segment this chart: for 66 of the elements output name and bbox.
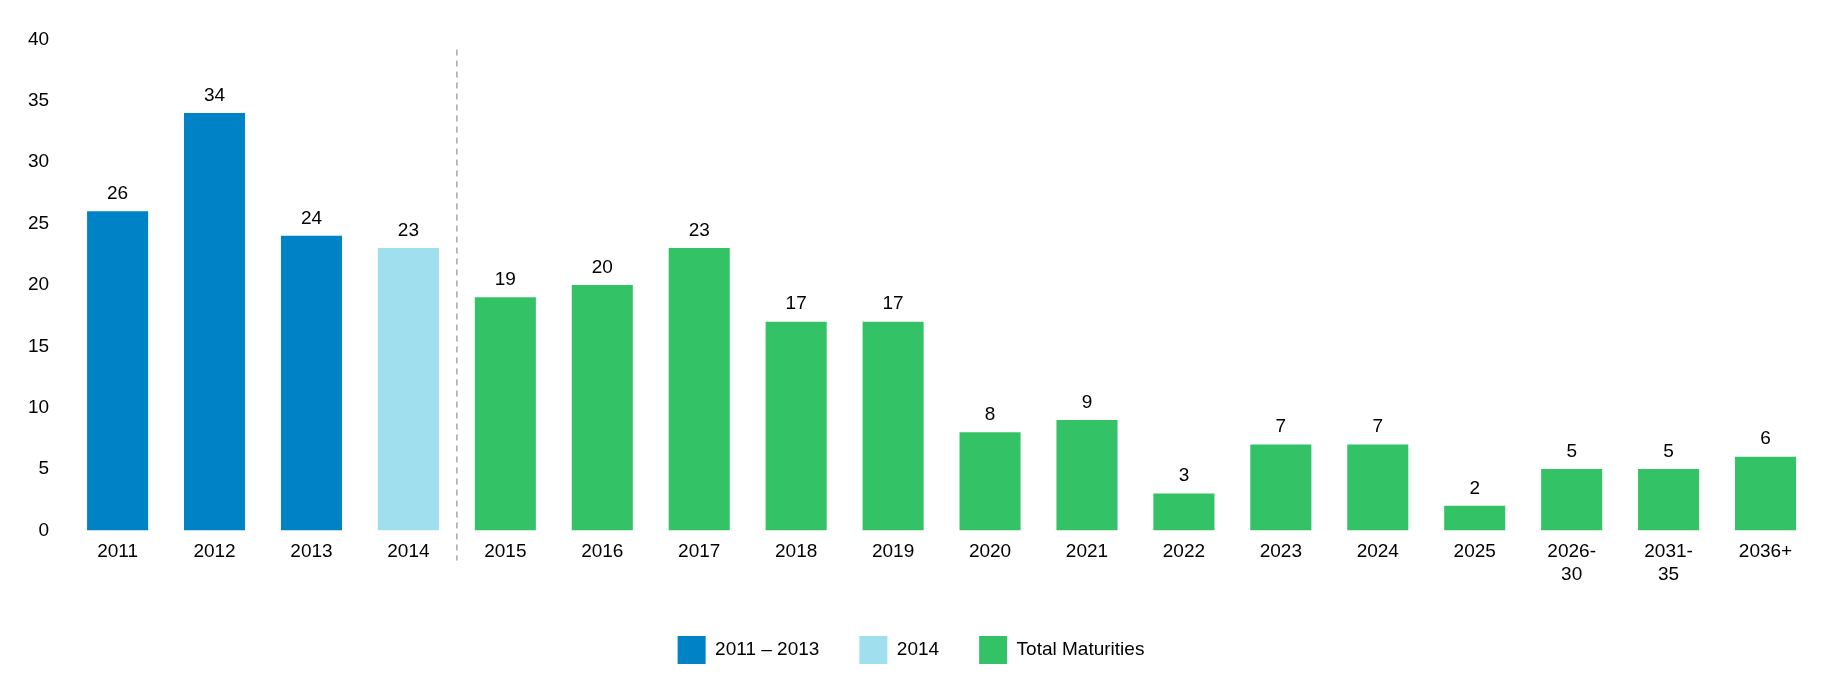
bar bbox=[1638, 469, 1700, 531]
bar bbox=[1250, 444, 1312, 531]
data-label: 3 bbox=[1178, 464, 1190, 486]
data-label: 5 bbox=[1566, 439, 1577, 461]
x-tick-label: 2022 bbox=[1162, 540, 1206, 562]
bar bbox=[280, 235, 343, 531]
data-label: 34 bbox=[203, 83, 226, 105]
x-tick-label: 2014 bbox=[387, 540, 430, 562]
x-tick-label: 2021 bbox=[1065, 540, 1109, 562]
y-tick-label: 20 bbox=[27, 273, 50, 295]
x-tick-label: 2012 bbox=[193, 540, 236, 562]
bar bbox=[1153, 493, 1215, 531]
data-label: 26 bbox=[107, 181, 129, 203]
bar bbox=[377, 248, 439, 531]
bar bbox=[474, 297, 536, 531]
data-label: 8 bbox=[984, 402, 996, 424]
bar bbox=[1541, 469, 1603, 531]
y-tick-label: 15 bbox=[27, 334, 50, 356]
bar bbox=[184, 113, 246, 531]
data-label: 23 bbox=[688, 218, 710, 240]
x-tick-label: 2017 bbox=[678, 540, 721, 562]
data-label: 5 bbox=[1663, 439, 1674, 461]
data-label: 19 bbox=[494, 267, 516, 289]
data-label: 7 bbox=[1275, 415, 1287, 437]
data-label: 17 bbox=[785, 292, 807, 314]
x-tick-label: 2015 bbox=[484, 540, 527, 562]
x-tick-label: 2011 bbox=[97, 540, 139, 562]
data-label: 20 bbox=[591, 255, 613, 277]
x-tick-label: 2019 bbox=[871, 540, 915, 562]
x-tick-label: 2018 bbox=[775, 540, 818, 562]
data-label: 9 bbox=[1081, 390, 1093, 412]
y-tick-label: 25 bbox=[27, 211, 50, 233]
legend-label: 2014 bbox=[896, 638, 940, 660]
bar bbox=[571, 284, 633, 531]
bar bbox=[668, 248, 730, 531]
y-tick-label: 0 bbox=[38, 518, 50, 540]
legend-label: Total Maturities bbox=[1016, 638, 1145, 660]
y-tick-label: 30 bbox=[27, 150, 50, 172]
bar bbox=[862, 321, 924, 531]
x-tick-label: 2026-30 bbox=[1547, 540, 1596, 584]
bar bbox=[1347, 444, 1409, 531]
bar bbox=[1056, 419, 1118, 531]
x-tick-label: 2013 bbox=[290, 540, 333, 562]
bar bbox=[959, 432, 1021, 531]
x-tick-label: 2031-35 bbox=[1644, 540, 1693, 584]
bar bbox=[1735, 456, 1797, 531]
y-tick-label: 35 bbox=[27, 89, 50, 111]
x-tick-label: 2020 bbox=[968, 540, 1012, 562]
y-tick-label: 5 bbox=[38, 457, 50, 479]
data-label: 6 bbox=[1760, 427, 1771, 449]
y-tick-label: 40 bbox=[27, 27, 50, 49]
bar bbox=[765, 321, 827, 531]
data-label: 24 bbox=[300, 206, 323, 228]
x-tick-label: 2024 bbox=[1356, 540, 1400, 562]
bar bbox=[1444, 505, 1506, 531]
data-label: 17 bbox=[882, 292, 904, 314]
data-label: 23 bbox=[397, 218, 419, 240]
x-tick-label: 2036+ bbox=[1738, 540, 1793, 562]
x-tick-label: 2025 bbox=[1453, 540, 1496, 562]
y-tick-label: 10 bbox=[27, 395, 50, 417]
x-tick-label: 2016 bbox=[581, 540, 624, 562]
legend-label: 2011 – 2013 bbox=[715, 638, 820, 660]
data-label: 7 bbox=[1372, 415, 1384, 437]
x-tick-label: 2023 bbox=[1259, 540, 1302, 562]
bar bbox=[87, 211, 149, 531]
data-label: 2 bbox=[1469, 476, 1481, 498]
